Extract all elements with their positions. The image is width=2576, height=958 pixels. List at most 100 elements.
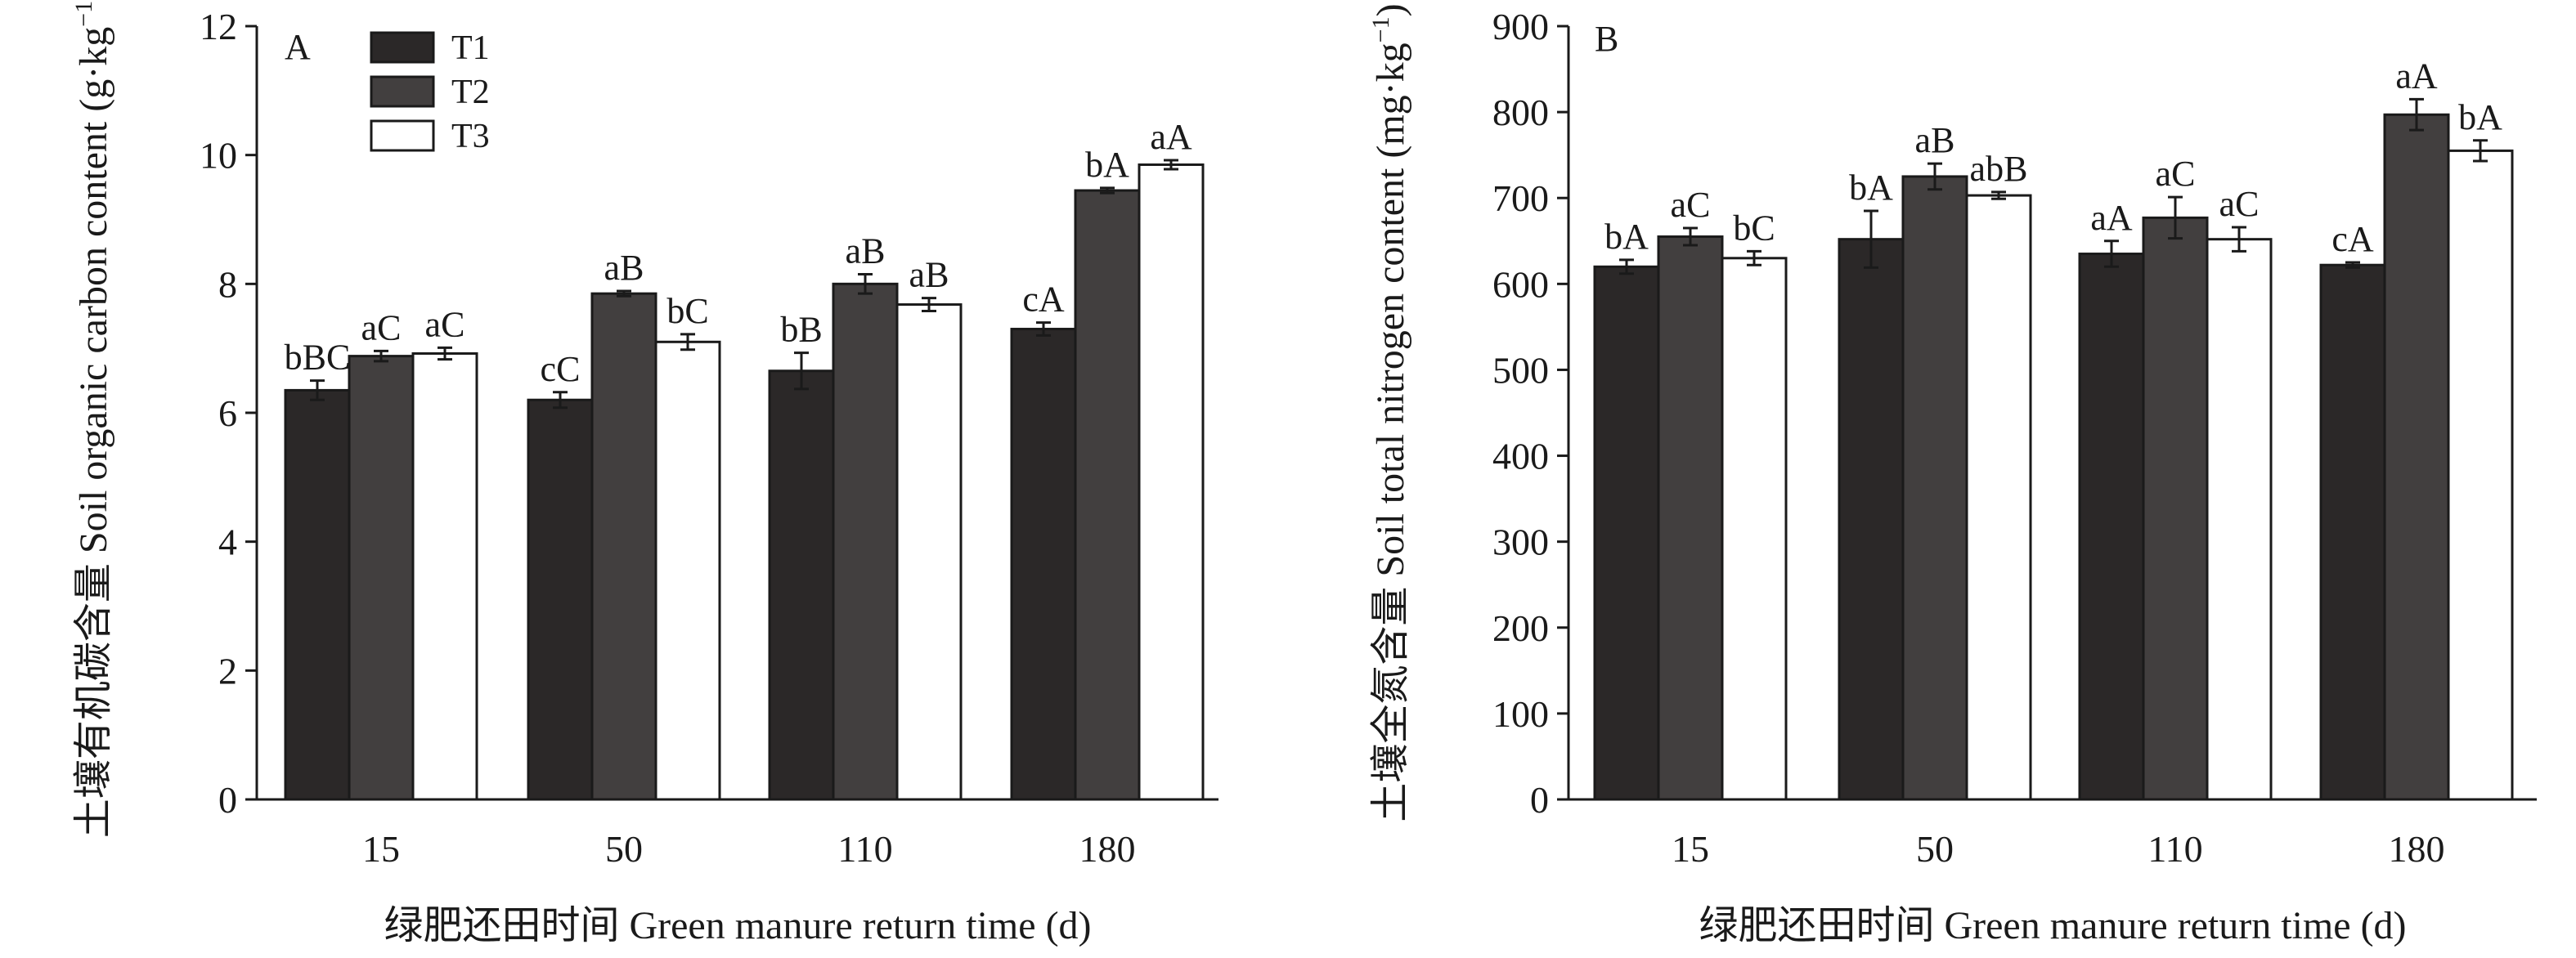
x-tick-label: 110 [2147,828,2202,870]
bar-t3-110 [895,303,963,801]
significance-label: bA [1085,145,1129,185]
y-tick-label: 500 [1492,349,1549,391]
y-axis-title: 土壤全氮含量 Soil total nitrogen content (mg·k… [1367,3,1412,821]
y-axis-title: 土壤有机碳含量 Soil organic carbon content (g·k… [70,0,115,838]
bar-t1-50 [527,398,594,801]
legend-swatch-t2 [370,75,435,108]
significance-label: aC [2219,184,2260,224]
error-bar [2104,239,2119,268]
x-tick-label: 180 [1079,828,1136,870]
error-bar [2345,261,2360,269]
bar-t3-50 [1965,194,2032,801]
significance-label: abB [1970,149,2028,189]
significance-label: aA [2395,56,2438,96]
y-tick-label: 300 [1492,522,1549,563]
significance-label: aA [1150,117,1192,157]
error-bar [1164,159,1178,171]
y-tick-label: 12 [200,6,237,47]
legend-swatch-t3 [370,119,435,152]
error-bar [438,346,452,361]
y-tick-label: 400 [1492,436,1549,477]
significance-label: bC [1733,208,1775,248]
x-tick-label: 180 [2389,828,2445,870]
bar-t3-15 [411,351,478,801]
error-bar [794,351,809,391]
y-tick-label: 8 [218,263,237,305]
bar-t2-50 [1901,175,1968,801]
bar-t1-15 [1593,265,1660,801]
bar-t2-15 [348,355,415,801]
significance-label: aB [1915,120,1955,160]
x-tick-label: 50 [605,828,643,870]
legend: T1 T2 T3 [370,29,490,155]
bar-t1-180 [1010,328,1077,801]
chart-panel-a: 0 2 4 6 8 10 12 bBC cC bB cA aC aB aB bA aC bC aB aA 15 50 11… [70,0,1218,947]
error-bar [310,379,325,401]
bar-t2-50 [590,292,657,801]
error-bar [374,349,388,363]
y-tick-label: 200 [1492,607,1549,649]
x-axis-title: 绿肥还田时间 Green manure return time (d) [1699,904,2406,947]
significance-label: aC [425,304,465,344]
error-bar [2168,195,2183,240]
bar-t1-15 [284,388,351,801]
error-bar [858,273,873,295]
error-bar [1864,209,1878,269]
significance-label: cC [541,349,581,389]
y-tick-label: 100 [1492,693,1549,735]
error-bar [1036,321,1051,337]
bar-t1-50 [1838,238,1905,801]
bar-t3-180 [2447,149,2514,801]
y-tick-label: 800 [1492,92,1549,133]
significance-label: bA [1849,168,1893,208]
significance-label: cA [2331,219,2374,259]
y-tick-label: 4 [218,522,237,563]
legend-label: T3 [451,118,490,155]
error-bar [2473,139,2488,163]
y-tick-label: 600 [1492,263,1549,305]
y-tick-label: 0 [218,779,237,821]
significance-label: bBC [285,338,351,378]
x-tick-label: 50 [1916,828,1954,870]
bar-t3-50 [654,340,721,801]
y-tick-label: 0 [1530,779,1549,821]
error-bar [680,333,695,351]
error-bar [1619,258,1634,275]
bar-t2-180 [1074,189,1141,801]
bar-t3-180 [1138,163,1205,801]
error-bar [1683,226,1698,247]
error-bar [617,289,631,298]
significance-label: cA [1022,280,1065,320]
y-tick-label: 900 [1492,6,1549,47]
bar-t2-110 [2142,216,2209,801]
significance-label: aC [1671,185,1711,225]
bar-t3-15 [1721,257,1788,801]
bar-t2-110 [832,282,899,801]
bar-t3-110 [2206,238,2273,801]
y-tick-label: 2 [218,650,237,692]
panel-label: A [285,27,311,67]
legend-swatch-t1 [370,31,435,64]
significance-label: aC [2156,154,2196,194]
significance-label: bC [666,291,708,331]
x-tick-label: 110 [837,828,892,870]
error-bar [553,391,568,410]
error-bar [1747,249,1761,266]
y-tick-label: 10 [200,135,237,177]
x-tick-label: 15 [1672,828,1709,870]
significance-label: aA [2090,198,2133,238]
significance-label: bA [2458,97,2502,137]
bar-t2-15 [1657,235,1724,801]
x-tick-label: 15 [362,828,400,870]
y-tick-label: 6 [218,392,237,434]
error-bar [1991,190,2006,200]
significance-label: bB [780,310,822,350]
bar-t1-110 [768,369,835,801]
significance-label: aB [604,248,644,288]
bar-t2-180 [2383,113,2450,801]
legend-label: T1 [451,29,490,67]
chart-panel-b: 0 100 200 300 400 500 600 700 800 900 bA bA aA cA aC aB… [1367,3,2537,947]
error-bar [1928,162,1942,191]
significance-label: aC [361,307,402,347]
